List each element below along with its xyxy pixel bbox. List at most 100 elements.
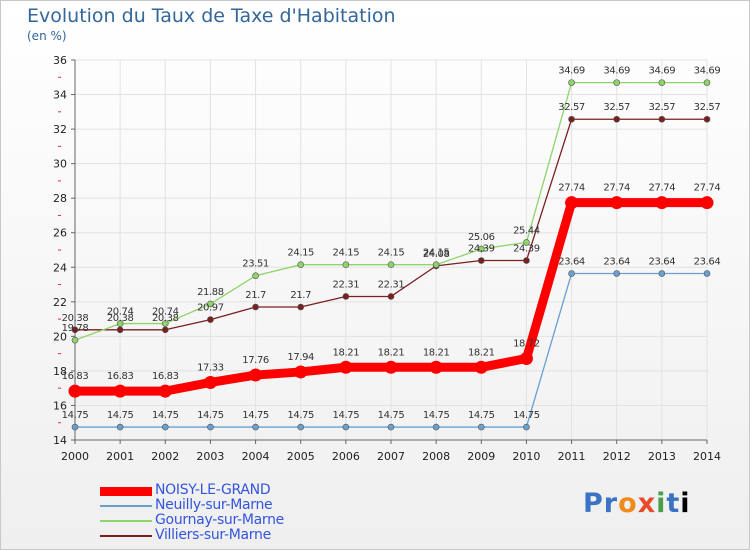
data-point [294, 365, 308, 379]
data-label: 21.7 [290, 290, 311, 301]
data-label: 32.57 [649, 102, 676, 113]
data-label: 17.94 [287, 352, 314, 363]
data-point [387, 423, 395, 431]
data-point [158, 384, 172, 398]
data-labels: 14.75 14.75 14.75 14.75 14.75 14.75 14.75 14.75… [62, 66, 721, 421]
data-point [700, 196, 714, 210]
data-point [342, 293, 350, 300]
data-label: 21.7 [245, 290, 266, 301]
data-label: 27.74 [694, 183, 721, 194]
data-point [523, 239, 530, 246]
x-tick-label: 2006 [332, 450, 360, 463]
logo-letter: i [656, 488, 667, 519]
data-label: 16.83 [62, 371, 89, 382]
data-label: 24.39 [513, 244, 540, 255]
data-label: 18.72 [513, 338, 540, 349]
data-label: 18.21 [423, 347, 450, 358]
data-point [203, 375, 217, 389]
series-villiers-sur-marne [71, 115, 711, 334]
data-label: 20.38 [152, 313, 179, 324]
y-tick-label: 32 [53, 123, 67, 136]
data-label: 14.75 [378, 410, 405, 421]
data-point [387, 261, 395, 268]
logo-letter: P [583, 488, 604, 519]
data-point [384, 360, 398, 374]
data-label: 24.08 [423, 249, 450, 260]
data-label: 27.74 [603, 183, 630, 194]
data-point [71, 326, 79, 334]
data-point [113, 384, 127, 398]
data-label: 14.75 [468, 410, 495, 421]
legend-label: Neuilly-sur-Marne [155, 497, 273, 513]
data-point [703, 115, 711, 123]
x-tick-label: 2001 [106, 450, 134, 463]
x-axis-ticks: 2000 2001 2002 2003 2004 2005 2006 2007 2008 2009… [61, 450, 721, 463]
data-point [252, 303, 259, 311]
y-tick-label: 28 [53, 192, 67, 205]
x-tick-label: 2012 [603, 450, 631, 463]
legend-swatch [100, 535, 152, 537]
data-label: 24.15 [423, 248, 450, 259]
data-point [568, 79, 575, 86]
proxiti-logo: Proxiti [583, 488, 691, 519]
legend-swatch [100, 505, 152, 507]
y-tick-label: 14 [53, 434, 67, 447]
data-label: 24.15 [287, 248, 314, 259]
data-label: 25.06 [468, 232, 495, 243]
legend-swatch [100, 520, 152, 522]
chart-axes [58, 59, 708, 444]
data-point [658, 115, 666, 123]
data-point [387, 293, 395, 300]
logo-letter: i [680, 488, 691, 519]
data-point [161, 320, 169, 327]
data-point [658, 79, 666, 86]
data-label: 14.75 [513, 410, 540, 421]
data-point [432, 261, 440, 268]
data-point [342, 261, 350, 268]
data-label: 14.75 [423, 410, 450, 421]
y-tick-label: 22 [53, 296, 67, 309]
data-label: 20.38 [107, 313, 134, 324]
legend-label: NOISY-LE-GRAND [155, 482, 271, 498]
data-point [161, 423, 169, 431]
x-tick-label: 2013 [648, 450, 676, 463]
data-point [207, 316, 214, 323]
x-tick-label: 2007 [377, 450, 405, 463]
data-point [477, 423, 485, 431]
logo-letter: t [666, 488, 681, 519]
data-label: 20.74 [107, 307, 134, 318]
y-tick-label: 24 [53, 261, 67, 274]
data-label: 14.75 [197, 410, 224, 421]
data-label: 16.83 [152, 371, 179, 382]
data-label: 34.69 [694, 66, 721, 77]
data-label: 18.21 [333, 347, 360, 358]
data-point [519, 351, 533, 365]
data-label: 17.33 [197, 362, 224, 373]
data-label: 22.31 [333, 279, 360, 290]
y-tick-label: 34 [53, 89, 67, 102]
data-label: 32.57 [694, 102, 721, 113]
data-point [339, 360, 353, 374]
data-label: 22.31 [378, 279, 405, 290]
data-label: 21.88 [197, 287, 224, 298]
data-label: 18.21 [468, 347, 495, 358]
data-label: 16.83 [107, 371, 134, 382]
logo-letter: x [637, 488, 657, 519]
data-point [613, 270, 621, 277]
logo-letter: o [618, 488, 638, 519]
data-point [565, 196, 579, 210]
data-label: 14.75 [107, 410, 134, 421]
series-neuilly-sur-marne [71, 270, 711, 431]
data-point [523, 257, 530, 264]
data-label: 23.51 [242, 259, 269, 270]
data-label: 20.74 [152, 307, 179, 318]
x-tick-label: 2010 [512, 450, 540, 463]
data-point [477, 257, 485, 264]
data-point [249, 368, 263, 382]
data-point [207, 423, 214, 431]
x-tick-label: 2008 [422, 450, 450, 463]
data-label: 23.64 [649, 256, 676, 267]
data-label: 19.78 [62, 323, 89, 334]
data-label: 27.74 [649, 183, 676, 194]
data-point [116, 423, 124, 431]
